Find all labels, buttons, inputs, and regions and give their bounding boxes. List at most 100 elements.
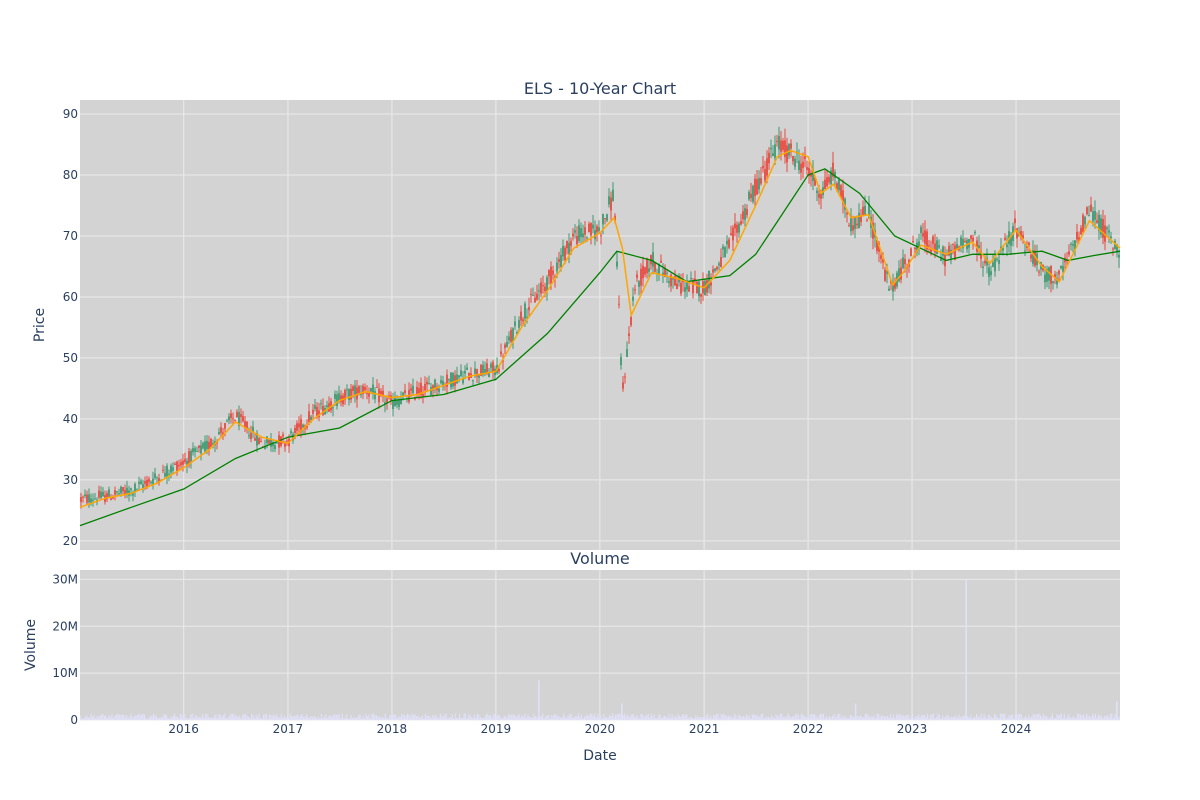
candle-body — [1028, 242, 1030, 245]
candle-body — [282, 434, 284, 437]
volume-bar — [747, 716, 749, 720]
volume-bar — [158, 717, 161, 720]
volume-bar — [1093, 715, 1095, 720]
volume-bar — [1044, 715, 1046, 720]
volume-bar — [1111, 713, 1113, 720]
volume-bar — [882, 716, 884, 720]
volume-bar — [802, 714, 804, 720]
volume-bar — [201, 714, 204, 720]
volume-bar — [139, 715, 141, 720]
candle-body — [286, 440, 288, 442]
x-tick-label: 2019 — [481, 722, 512, 736]
volume-bar — [298, 717, 300, 720]
candle-body — [922, 232, 924, 237]
candle-body — [676, 283, 678, 290]
candle-body — [196, 450, 198, 452]
candle-body — [164, 472, 166, 477]
candle-body — [852, 225, 854, 231]
volume-bar — [671, 713, 673, 720]
candle-body — [974, 232, 976, 234]
candle-body — [688, 286, 690, 292]
volume-bar — [1072, 715, 1074, 720]
volume-bar — [1059, 714, 1061, 720]
candle-body — [926, 231, 928, 250]
volume-bar — [1017, 714, 1019, 720]
candle-body — [110, 498, 112, 501]
volume-bar — [821, 713, 823, 720]
volume-bar — [886, 715, 889, 720]
volume-bar — [83, 718, 85, 720]
volume-bar — [811, 714, 813, 720]
candle-body — [570, 240, 572, 247]
volume-bar — [888, 717, 890, 720]
volume-bar — [895, 714, 897, 720]
candle-body — [464, 371, 466, 374]
candle-body — [562, 246, 564, 257]
candle-body — [736, 224, 738, 233]
volume-bar — [937, 713, 939, 720]
volume-bar — [913, 718, 915, 720]
candle-body — [412, 385, 414, 393]
volume-spike-bar — [538, 680, 540, 720]
candle-body — [516, 332, 518, 334]
volume-bar — [1102, 718, 1104, 720]
candle-body — [648, 268, 650, 272]
volume-bar — [1085, 713, 1088, 720]
volume-bar — [727, 715, 730, 720]
volume-bar — [860, 715, 862, 720]
candle-body — [740, 221, 742, 225]
volume-bar — [836, 714, 838, 720]
candle-body — [1088, 215, 1090, 217]
candle-body — [166, 465, 168, 478]
volume-bar — [503, 715, 505, 720]
volume-bar — [656, 718, 658, 720]
volume-bar — [983, 713, 985, 720]
candle-body — [546, 277, 548, 292]
candle-body — [138, 482, 140, 484]
candle-body — [538, 290, 540, 292]
candle-body — [194, 448, 196, 452]
volume-bar — [724, 715, 727, 720]
candle-body — [618, 303, 620, 305]
volume-bar — [568, 714, 571, 720]
candle-body — [692, 279, 694, 294]
candle-body — [1086, 207, 1088, 215]
volume-bar — [505, 716, 507, 720]
candle-body — [478, 375, 480, 378]
candle-body — [162, 469, 164, 471]
volume-bar — [1050, 716, 1052, 720]
candle-body — [962, 238, 964, 249]
price-y-tick-label: 50 — [63, 351, 78, 365]
volume-bar — [96, 716, 98, 720]
candle-body — [920, 226, 922, 233]
candle-body — [1034, 250, 1036, 266]
volume-bar — [132, 717, 134, 720]
volume-bar — [796, 713, 798, 720]
candle-body — [228, 416, 230, 421]
volume-y-tick-label: 20M — [52, 619, 78, 633]
volume-bar — [457, 717, 459, 720]
volume-bar — [925, 716, 927, 720]
candle-body — [482, 364, 484, 376]
volume-bar — [582, 718, 584, 720]
volume-bar — [1080, 714, 1082, 720]
candle-body — [88, 494, 90, 503]
candle-body — [318, 410, 320, 418]
volume-bar — [93, 715, 95, 720]
candle-body — [132, 493, 134, 496]
volume-bar — [127, 718, 129, 720]
candle-body — [274, 445, 276, 450]
volume-bar — [270, 714, 272, 720]
candle-body — [762, 165, 764, 169]
candle-body — [248, 435, 250, 437]
volume-bar — [892, 714, 895, 720]
volume-bar — [958, 714, 960, 720]
volume-bar — [949, 717, 951, 720]
volume-bar — [714, 715, 716, 720]
volume-bar — [1041, 716, 1043, 720]
volume-bar — [560, 717, 562, 720]
volume-spike-bar — [965, 579, 967, 720]
candle-body — [356, 387, 358, 400]
volume-bar — [147, 718, 149, 720]
candle-body — [94, 498, 96, 500]
